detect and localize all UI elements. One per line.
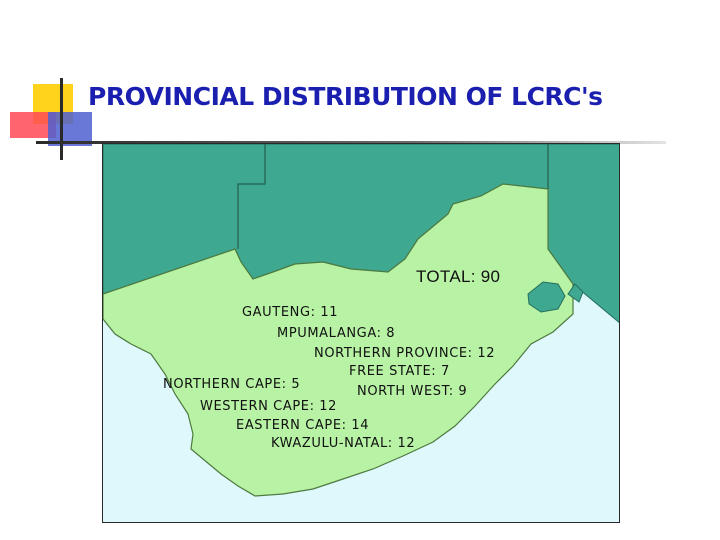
province-label-northern-province: NORTHERN PROVINCE: 12 — [314, 346, 496, 361]
decor-horizontal-line — [36, 141, 666, 144]
total-label: TOTAL: 90 — [416, 267, 501, 286]
province-label-northern-cape: NORTHERN CAPE: 5 — [163, 377, 301, 392]
neighbour-border-line — [237, 144, 266, 249]
province-label-kwazulu-natal: KWAZULU-NATAL: 12 — [271, 436, 416, 451]
enclave-country — [567, 283, 584, 303]
decor-vertical-line — [60, 78, 63, 160]
decor-blue-square — [48, 112, 92, 146]
south-africa-map: TOTAL: 90 GAUTENG: 11 MPUMALANGA: 8 NORT… — [102, 143, 620, 523]
slide-title: PROVINCIAL DISTRIBUTION OF LCRC's — [88, 82, 603, 111]
province-label-mpumalanga: MPUMALANGA: 8 — [277, 326, 396, 341]
enclave-country — [527, 281, 566, 313]
province-label-western-cape: WESTERN CAPE: 12 — [200, 399, 338, 414]
province-label-gauteng: GAUTENG: 11 — [242, 305, 339, 320]
south-africa-land — [103, 183, 574, 497]
map-graphic — [103, 144, 619, 522]
province-label-free-state: FREE STATE: 7 — [349, 364, 450, 379]
province-label-north-west: NORTH WEST: 9 — [357, 384, 468, 399]
province-label-eastern-cape: EASTERN CAPE: 14 — [236, 418, 370, 433]
